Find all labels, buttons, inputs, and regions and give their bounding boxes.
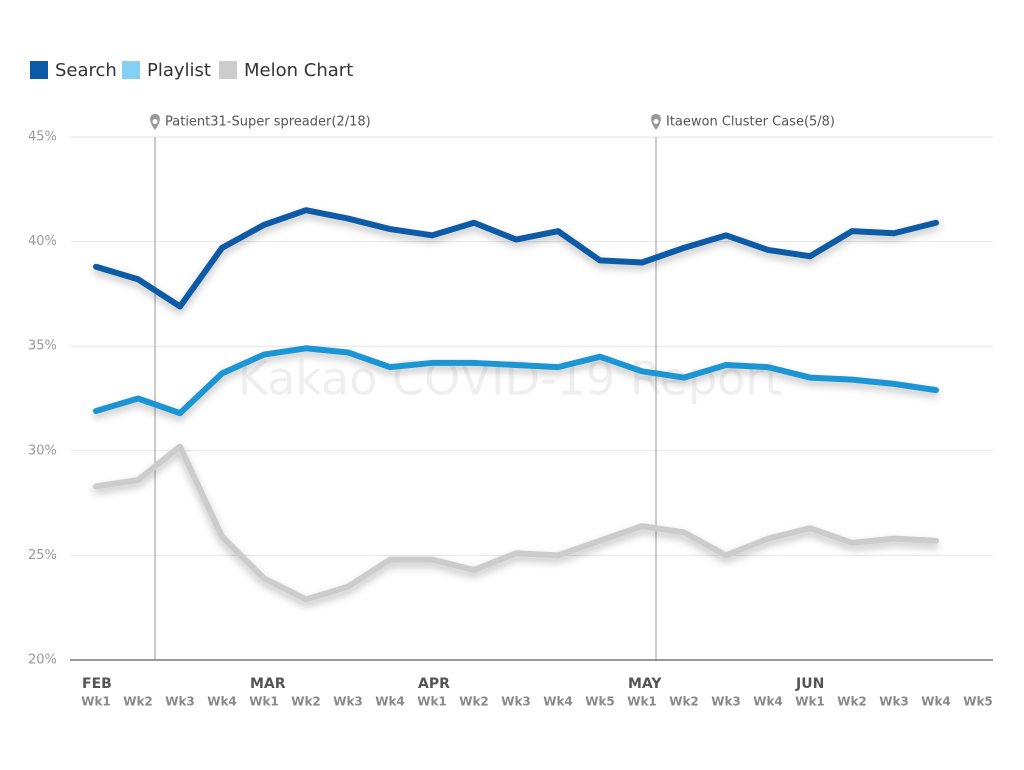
x-tick-label: Wk4 (543, 695, 573, 709)
month-label: MAY (628, 676, 662, 692)
x-tick-label: Wk4 (753, 695, 783, 709)
month-label: APR (418, 676, 450, 692)
series-line (93, 345, 939, 417)
annotation-text: Patient31-Super spreader(2/18) (165, 115, 371, 130)
x-tick-label: Wk1 (627, 695, 657, 709)
x-tick-label: Wk2 (837, 695, 867, 709)
y-tick-label: 20% (28, 653, 57, 668)
x-tick-label: Wk5 (963, 695, 993, 709)
x-tick-label: Wk2 (669, 695, 699, 709)
x-tick-label: Wk1 (249, 695, 279, 709)
y-tick-label: 45% (28, 130, 57, 145)
x-tick-label: Wk3 (501, 695, 531, 709)
pin-icon (651, 114, 661, 130)
legend-label: Playlist (147, 60, 211, 81)
legend-label: Melon Chart (244, 60, 353, 81)
x-tick-label: Wk4 (921, 695, 951, 709)
x-tick-label: Wk3 (879, 695, 909, 709)
legend-swatch (122, 61, 140, 79)
annotation-text: Itaewon Cluster Case(5/8) (666, 115, 835, 130)
x-tick-label: Wk3 (165, 695, 195, 709)
month-label: MAR (250, 676, 286, 692)
series-line (93, 207, 939, 310)
y-tick-label: 25% (28, 548, 57, 563)
x-tick-label: Wk4 (375, 695, 405, 709)
y-tick-label: 35% (28, 339, 57, 354)
month-label: JUN (795, 676, 824, 692)
x-tick-label: Wk1 (81, 695, 111, 709)
x-tick-label: Wk3 (711, 695, 741, 709)
watermark: Kakao COVID-19 Report (238, 352, 783, 406)
y-tick-label: 40% (28, 234, 57, 249)
x-tick-label: Wk5 (585, 695, 615, 709)
x-tick-label: Wk1 (417, 695, 447, 709)
legend-swatch (30, 61, 48, 79)
y-tick-label: 30% (28, 443, 57, 458)
month-label: FEB (82, 676, 112, 692)
x-tick-label: Wk3 (333, 695, 363, 709)
x-tick-label: Wk2 (459, 695, 489, 709)
legend-label: Search (55, 60, 117, 81)
pin-icon (150, 114, 160, 130)
x-tick-label: Wk1 (795, 695, 825, 709)
series-line (93, 443, 939, 603)
x-tick-label: Wk4 (207, 695, 237, 709)
legend-swatch (219, 61, 237, 79)
x-tick-label: Wk2 (291, 695, 321, 709)
x-tick-label: Wk2 (123, 695, 153, 709)
